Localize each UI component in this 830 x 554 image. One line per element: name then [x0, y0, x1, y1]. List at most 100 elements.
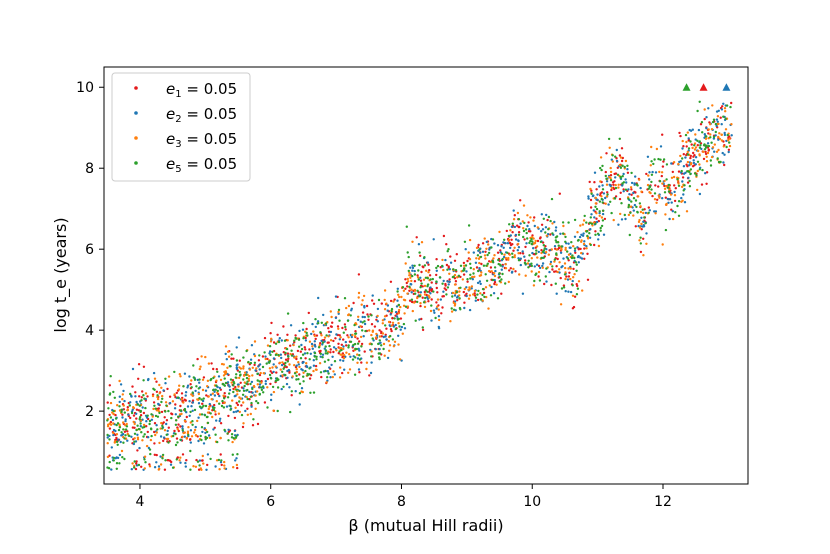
data-point — [353, 323, 356, 327]
data-point — [160, 421, 163, 425]
data-point — [238, 400, 241, 403]
data-point — [405, 225, 408, 228]
data-point — [233, 382, 236, 385]
data-point — [198, 381, 201, 384]
data-point — [135, 462, 138, 465]
data-point — [227, 414, 230, 418]
data-point — [213, 426, 216, 429]
data-point — [660, 171, 664, 174]
data-point — [356, 357, 360, 360]
data-point — [253, 361, 257, 364]
data-point — [674, 187, 677, 190]
data-point — [648, 209, 651, 212]
data-point — [728, 141, 731, 144]
data-point — [609, 200, 612, 203]
data-point — [730, 134, 733, 137]
data-point — [155, 431, 158, 434]
data-point — [142, 394, 145, 397]
data-point — [507, 238, 511, 242]
data-point — [314, 364, 318, 368]
data-point — [241, 425, 245, 429]
data-point — [160, 386, 163, 389]
data-point — [582, 219, 586, 222]
data-point — [150, 413, 153, 416]
data-point — [235, 463, 239, 467]
data-point — [324, 322, 328, 325]
data-point — [456, 299, 459, 302]
data-point — [463, 301, 466, 304]
data-point — [521, 220, 524, 223]
data-point — [696, 160, 700, 163]
data-point — [486, 262, 489, 265]
data-point — [269, 332, 272, 335]
data-point — [383, 289, 387, 292]
data-point — [245, 349, 248, 353]
data-point — [572, 305, 576, 309]
data-point — [251, 387, 254, 391]
data-point — [554, 226, 558, 229]
data-point — [138, 446, 141, 450]
data-point — [401, 286, 405, 289]
data-point — [517, 257, 520, 260]
data-point — [378, 339, 381, 342]
data-point — [431, 277, 434, 281]
data-point — [183, 372, 187, 375]
data-point — [309, 391, 312, 394]
data-point — [703, 133, 706, 136]
data-point — [502, 255, 506, 259]
data-point — [660, 174, 663, 178]
data-point — [610, 188, 613, 192]
data-point — [533, 224, 536, 228]
data-point — [237, 336, 241, 339]
data-point — [491, 259, 494, 263]
data-point — [604, 196, 607, 200]
data-point — [189, 383, 192, 386]
data-point — [235, 388, 238, 391]
data-point — [357, 368, 361, 371]
data-point — [445, 243, 448, 246]
data-point — [638, 218, 641, 222]
data-point — [257, 359, 261, 362]
data-point — [661, 165, 665, 168]
data-point — [593, 171, 597, 174]
data-point — [134, 395, 137, 398]
data-point — [330, 315, 333, 319]
data-point — [275, 377, 279, 380]
data-point — [455, 253, 458, 256]
data-point — [633, 203, 637, 207]
data-point — [390, 307, 394, 311]
data-point — [618, 164, 621, 167]
data-point — [585, 230, 588, 233]
data-point — [492, 272, 496, 275]
legend-label: e1 = 0.05 — [166, 80, 237, 100]
data-point — [213, 406, 216, 409]
data-point — [319, 342, 322, 345]
data-point — [229, 365, 232, 368]
data-point — [168, 459, 172, 462]
data-point — [389, 299, 393, 303]
data-point — [278, 337, 281, 340]
data-point — [416, 274, 419, 277]
data-point — [207, 434, 211, 437]
data-point — [528, 254, 531, 257]
data-point — [321, 341, 325, 344]
data-point — [709, 123, 712, 126]
data-point — [166, 437, 170, 441]
data-point — [194, 389, 197, 393]
data-point — [727, 139, 730, 142]
data-point — [417, 243, 421, 246]
data-point — [684, 133, 688, 137]
data-point — [299, 350, 302, 353]
data-point — [256, 372, 259, 376]
data-point — [469, 277, 472, 280]
data-point — [499, 249, 502, 252]
data-point — [185, 436, 189, 440]
data-point — [618, 154, 622, 157]
data-point — [396, 299, 399, 302]
data-point — [372, 339, 375, 342]
data-point — [475, 246, 479, 250]
data-point — [370, 350, 373, 353]
data-point — [416, 276, 420, 279]
data-point — [696, 169, 699, 173]
data-point — [467, 297, 471, 300]
